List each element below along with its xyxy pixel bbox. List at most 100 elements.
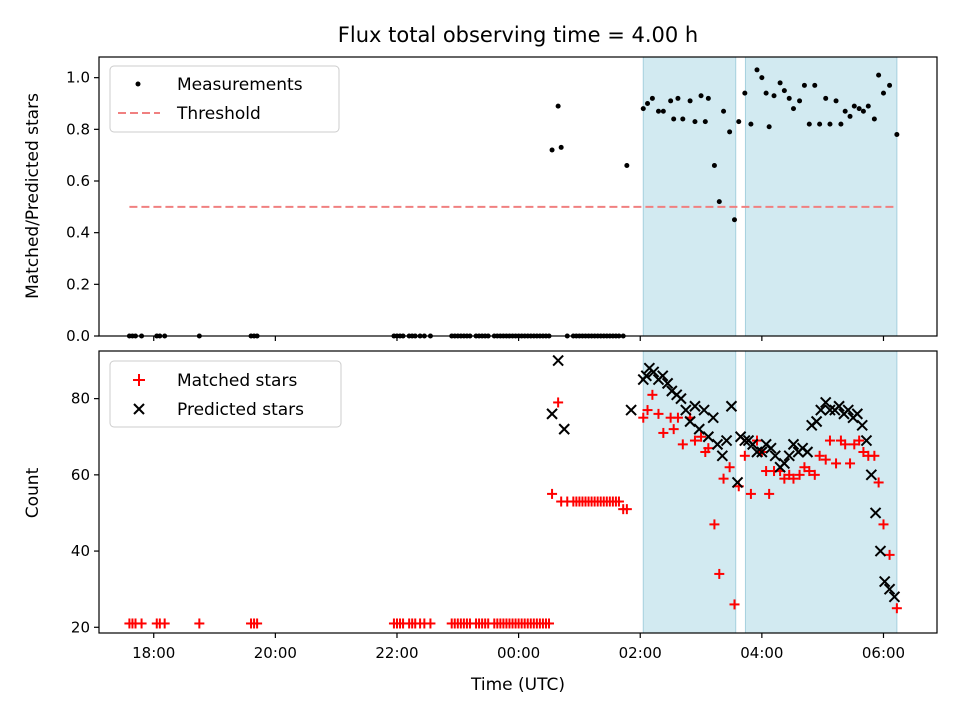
measurement-point xyxy=(698,93,704,99)
series-layer xyxy=(126,67,900,339)
x-axis-ticks: 18:00 20:00 22:00 00:00 02:00 04:00 06:00 xyxy=(132,633,905,662)
matched-star-point xyxy=(824,435,835,446)
measurement-point xyxy=(645,101,651,106)
predicted-star-point xyxy=(711,438,724,451)
matched-star-point xyxy=(739,450,750,461)
measurement-point xyxy=(777,80,783,86)
matched-star-point xyxy=(884,549,895,560)
measurement-point xyxy=(655,108,661,114)
measurement-point xyxy=(660,108,666,114)
plot-frame xyxy=(98,56,938,337)
matched-star-point xyxy=(718,473,729,484)
y-axis-ticks: 20 40 60 80 xyxy=(71,390,99,636)
matched-star-point xyxy=(891,603,902,614)
measurement-point xyxy=(771,93,777,99)
matched-star-point xyxy=(252,618,263,629)
measurement-point xyxy=(759,75,765,81)
panel-flux-ratio: 0.0 0.2 0.4 0.6 0.8 1.0 Flux total observing … xyxy=(23,23,938,345)
matched-star-point xyxy=(425,618,436,629)
measurement-point xyxy=(624,163,630,168)
matched-star-point xyxy=(820,454,831,465)
x-tick-label: 04:00 xyxy=(740,644,783,662)
y-tick-label: 20 xyxy=(71,618,90,636)
shaded-region-1 xyxy=(642,350,737,634)
legend-label-measurements: Measurements xyxy=(177,75,303,95)
y-tick-label: 40 xyxy=(71,542,90,560)
shaded-region-1 xyxy=(642,56,737,337)
matched-star-point xyxy=(621,504,632,515)
legend-marker-predicted xyxy=(133,403,145,415)
measurement-point xyxy=(558,144,564,150)
matched-star-point xyxy=(809,469,820,480)
matched-star-point xyxy=(696,431,707,442)
y-tick-label: 80 xyxy=(71,390,90,408)
measurement-point xyxy=(649,95,655,101)
measurement-point xyxy=(640,106,646,112)
measurement-point xyxy=(549,147,555,153)
y-tick-label: 0.8 xyxy=(66,120,90,138)
measurement-point xyxy=(797,98,803,104)
predicted-star-point xyxy=(751,446,763,458)
measurement-point xyxy=(817,121,823,127)
matched-star-point xyxy=(658,427,669,438)
measurement-point xyxy=(860,108,866,114)
x-tick-label: 20:00 xyxy=(254,644,297,662)
measurement-point xyxy=(736,119,742,125)
matched-star-point xyxy=(745,488,756,499)
y-tick-label: 0.0 xyxy=(66,327,90,345)
matched-star-point xyxy=(547,488,558,499)
measurement-point xyxy=(827,121,833,127)
matched-star-point xyxy=(613,496,624,507)
predicted-star-point xyxy=(702,431,715,443)
shaded-region-2 xyxy=(744,350,898,634)
measurement-point xyxy=(823,95,829,101)
measurement-point xyxy=(748,121,754,127)
measurement-point xyxy=(806,121,812,127)
predicted-star-point xyxy=(769,450,781,462)
predicted-star-point xyxy=(783,450,795,462)
panel-star-counts: 20 40 60 80 18:00 20:00 22:00 00:00 02:00 04:00 0… xyxy=(23,350,938,695)
x-axis-label: Time (UTC) xyxy=(470,675,565,695)
measurement-point xyxy=(716,199,722,205)
matched-star-point xyxy=(714,568,725,579)
measurement-point xyxy=(763,90,769,96)
matched-star-point xyxy=(159,618,170,629)
measurement-point xyxy=(838,121,844,127)
legend-marker-matched xyxy=(133,374,145,386)
matched-star-point xyxy=(869,450,880,461)
predicted-star-point xyxy=(888,591,901,603)
matched-star-point xyxy=(724,462,735,473)
shaded-regions xyxy=(642,56,898,337)
matched-star-point xyxy=(647,389,658,400)
measurement-point xyxy=(851,103,857,109)
measurement-point xyxy=(692,119,698,125)
legend-box xyxy=(109,360,342,428)
matched-star-point xyxy=(729,599,740,610)
legend-label-threshold: Threshold xyxy=(176,104,261,124)
predicted-star-point xyxy=(725,400,738,412)
x-tick-label: 22:00 xyxy=(375,644,418,662)
predicted-star-point xyxy=(546,408,558,420)
measurement-point xyxy=(754,67,760,73)
predicted-star-point xyxy=(856,419,868,432)
predicted-star-point xyxy=(869,507,882,519)
matched-star-point xyxy=(814,450,825,461)
predicted-star-point xyxy=(647,366,660,378)
shaded-region-2 xyxy=(744,56,898,337)
legend-label-matched: Matched stars xyxy=(177,371,297,391)
measurement-point xyxy=(705,95,711,101)
measurement-point xyxy=(876,72,882,78)
predicted-star-point xyxy=(680,404,692,416)
measurement-point xyxy=(731,217,737,223)
matched-star-point xyxy=(804,466,815,477)
measurement-point xyxy=(865,103,871,109)
y-tick-label: 0.2 xyxy=(66,275,90,293)
predicted-star-point xyxy=(698,404,710,416)
measurement-point xyxy=(721,108,727,114)
predicted-star-point xyxy=(661,377,674,390)
predicted-star-point xyxy=(765,442,777,454)
predicted-star-point xyxy=(778,457,791,470)
x-tick-label: 00:00 xyxy=(497,644,540,662)
measurement-point xyxy=(790,106,796,112)
